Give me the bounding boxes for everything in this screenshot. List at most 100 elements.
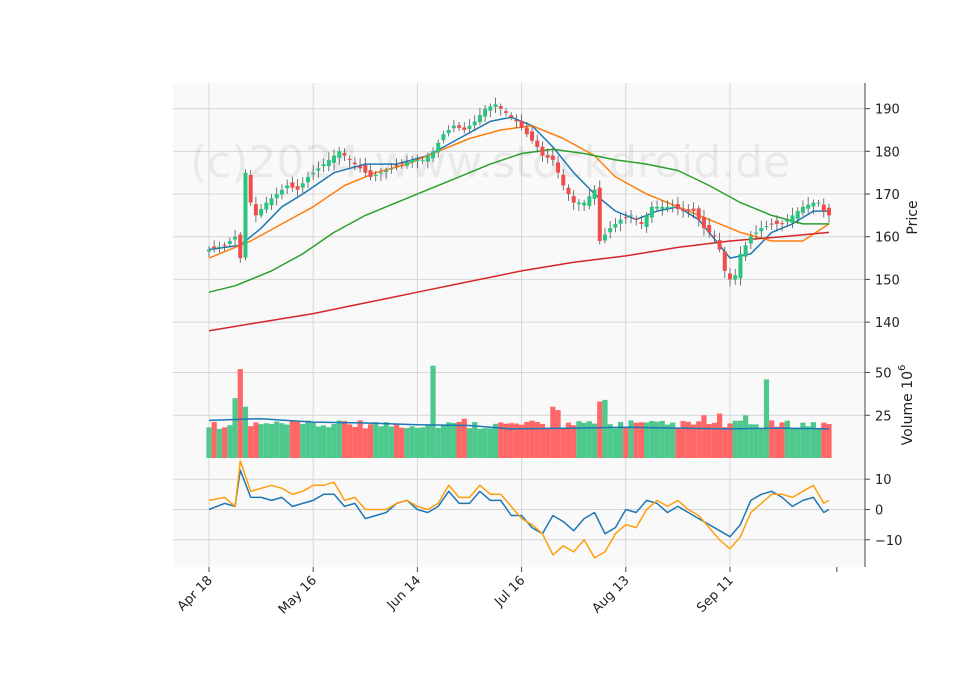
volume-bar: [644, 422, 650, 458]
volume-bar: [795, 428, 801, 458]
candle-body: [696, 208, 701, 220]
indicator-y-tick-label: −10: [875, 534, 902, 549]
candle-body: [295, 186, 300, 190]
volume-bar: [805, 426, 811, 458]
candle-body: [613, 223, 618, 228]
candle-body: [597, 187, 602, 241]
candle-body: [321, 164, 326, 167]
candle-body: [279, 189, 284, 195]
volume-bar: [211, 421, 217, 458]
price-y-tick-label: 190: [875, 103, 900, 118]
volume-bar: [268, 423, 275, 458]
candle-body: [655, 206, 660, 209]
candle-body: [691, 208, 696, 212]
volume-bar: [305, 420, 311, 458]
candle-body: [670, 206, 675, 208]
volume-bar: [737, 420, 744, 458]
candle-body: [827, 207, 831, 216]
volume-bar: [446, 422, 452, 458]
volume-bar: [341, 421, 348, 458]
volume-bar: [425, 425, 431, 458]
candle-body: [394, 165, 399, 167]
volume-bar: [623, 427, 629, 458]
candle-body: [493, 104, 498, 107]
price-y-tick-label: 160: [875, 231, 900, 246]
x-tick-label: Aug 13: [589, 573, 632, 616]
price-panel-bg: [173, 83, 865, 352]
indicator-y-tick-label: 10: [875, 473, 892, 488]
volume-bar: [294, 421, 301, 458]
volume-bar: [263, 423, 269, 458]
candle-body: [509, 115, 514, 118]
candle-body: [352, 162, 357, 165]
volume-bar: [362, 428, 368, 458]
volume-bar: [690, 424, 697, 458]
candle-body: [462, 127, 467, 130]
candle-body: [759, 228, 764, 232]
candle-body: [754, 232, 759, 234]
candle-body: [332, 155, 337, 163]
volume-bar: [763, 379, 770, 458]
candle-body: [399, 163, 404, 165]
volume-bar: [274, 421, 280, 458]
volume-bar: [206, 427, 212, 458]
candle-body: [816, 202, 821, 204]
volume-y-tick-label: 50: [875, 367, 892, 382]
volume-bar: [315, 426, 322, 458]
candle-body: [587, 196, 592, 206]
volume-bar: [404, 427, 410, 458]
candle-body: [305, 176, 310, 183]
candle-body: [780, 223, 785, 225]
candle-body: [556, 162, 561, 173]
price-moving-average-3: [208, 148, 829, 293]
volume-bar: [253, 422, 259, 458]
candle-body: [222, 244, 227, 246]
volume-bar: [393, 424, 400, 458]
volume-axis-label: Volume 106: [897, 365, 916, 446]
volume-bar: [571, 425, 577, 458]
volume-bar: [607, 424, 613, 458]
candle-body: [498, 106, 503, 109]
candle-body: [431, 151, 436, 159]
volume-bar: [711, 422, 717, 458]
volume-bar: [769, 420, 775, 458]
volume-bar: [388, 426, 394, 458]
volume-bar: [222, 427, 228, 458]
candle-body: [373, 174, 378, 176]
candle-body: [629, 215, 634, 217]
volume-bar: [508, 423, 514, 458]
volume-moving-average-1: [208, 417, 830, 430]
volume-bar: [414, 427, 421, 458]
candle-body: [790, 215, 795, 223]
candle-body: [811, 202, 816, 207]
candle-body: [545, 155, 550, 158]
candle-body: [389, 168, 394, 170]
volume-bar: [227, 425, 233, 458]
volume-bar: [753, 424, 759, 458]
candle-body: [681, 208, 686, 212]
candle-body: [290, 182, 295, 188]
candle-body: [425, 155, 430, 162]
volume-bar: [732, 420, 738, 458]
volume-bar: [748, 424, 754, 458]
volume-bar: [664, 424, 671, 458]
candle-body: [519, 120, 524, 128]
candle-body: [483, 108, 488, 117]
candle-body: [634, 218, 639, 220]
candle-body: [441, 134, 446, 141]
volume-bar: [539, 423, 546, 458]
volume-bar: [492, 423, 499, 458]
candle-body: [774, 220, 779, 224]
candle-body: [420, 159, 425, 161]
candle-body: [785, 219, 790, 222]
volume-bar: [576, 421, 582, 458]
volume-y-tick-label: 25: [875, 409, 892, 424]
candle-body: [436, 142, 441, 153]
volume-bar: [289, 420, 295, 458]
candle-body: [217, 246, 222, 248]
volume-bar: [357, 420, 363, 458]
volume-bar: [461, 418, 467, 458]
indicator-y-tick-label: 0: [875, 503, 883, 518]
volume-bar: [628, 420, 634, 458]
